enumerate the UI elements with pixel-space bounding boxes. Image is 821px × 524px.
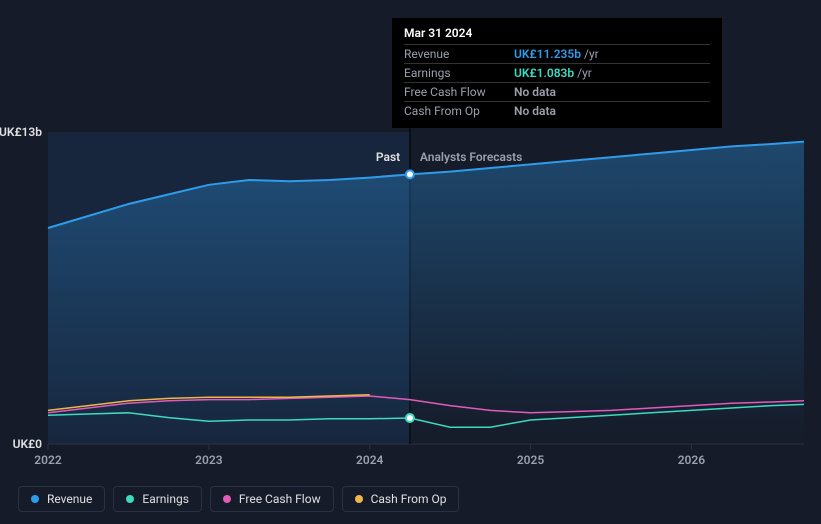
svg-text:UK£13b: UK£13b [0,125,42,139]
legend-item[interactable]: Revenue [18,486,105,512]
tooltip-date: Mar 31 2024 [404,26,710,40]
legend-item[interactable]: Free Cash Flow [210,486,334,512]
svg-text:2025: 2025 [517,453,545,467]
tooltip-row: Cash From OpNo data [404,102,710,121]
legend-dot-icon [355,495,363,503]
tooltip-row: Free Cash FlowNo data [404,83,710,102]
tooltip-row: EarningsUK£1.083b /yr [404,64,710,83]
svg-text:2024: 2024 [356,453,384,467]
svg-text:UK£0: UK£0 [13,437,43,451]
past-label: Past [376,150,400,164]
chart-tooltip: Mar 31 2024 RevenueUK£11.235b /yrEarning… [392,18,722,128]
legend-label: Cash From Op [371,492,447,506]
tooltip-row-label: Free Cash Flow [404,83,514,102]
legend-label: Free Cash Flow [239,492,321,506]
tooltip-row-label: Cash From Op [404,102,514,121]
chart-legend: Revenue Earnings Free Cash Flow Cash From O… [18,486,459,512]
tooltip-row-label: Revenue [404,45,514,64]
forecast-label: Analysts Forecasts [420,150,522,164]
legend-dot-icon [223,495,231,503]
legend-dot-icon [126,495,134,503]
legend-item[interactable]: Cash From Op [342,486,460,512]
legend-dot-icon [31,495,39,503]
tooltip-row-value: UK£11.235b /yr [514,45,710,64]
earnings-revenue-chart: UK£0 UK£13b 2022 2023 2024 2025 2026 Mar 31 20… [0,0,821,524]
tooltip-row: RevenueUK£11.235b /yr [404,45,710,64]
svg-text:2026: 2026 [678,453,706,467]
svg-text:2022: 2022 [34,453,62,467]
tooltip-row-value: No data [514,83,710,102]
tooltip-row-label: Earnings [404,64,514,83]
svg-text:2023: 2023 [195,453,223,467]
tooltip-table: RevenueUK£11.235b /yrEarningsUK£1.083b /… [404,44,710,120]
legend-label: Earnings [142,492,189,506]
legend-item[interactable]: Earnings [113,486,202,512]
tooltip-row-value: UK£1.083b /yr [514,64,710,83]
legend-label: Revenue [47,492,92,506]
tooltip-row-value: No data [514,102,710,121]
